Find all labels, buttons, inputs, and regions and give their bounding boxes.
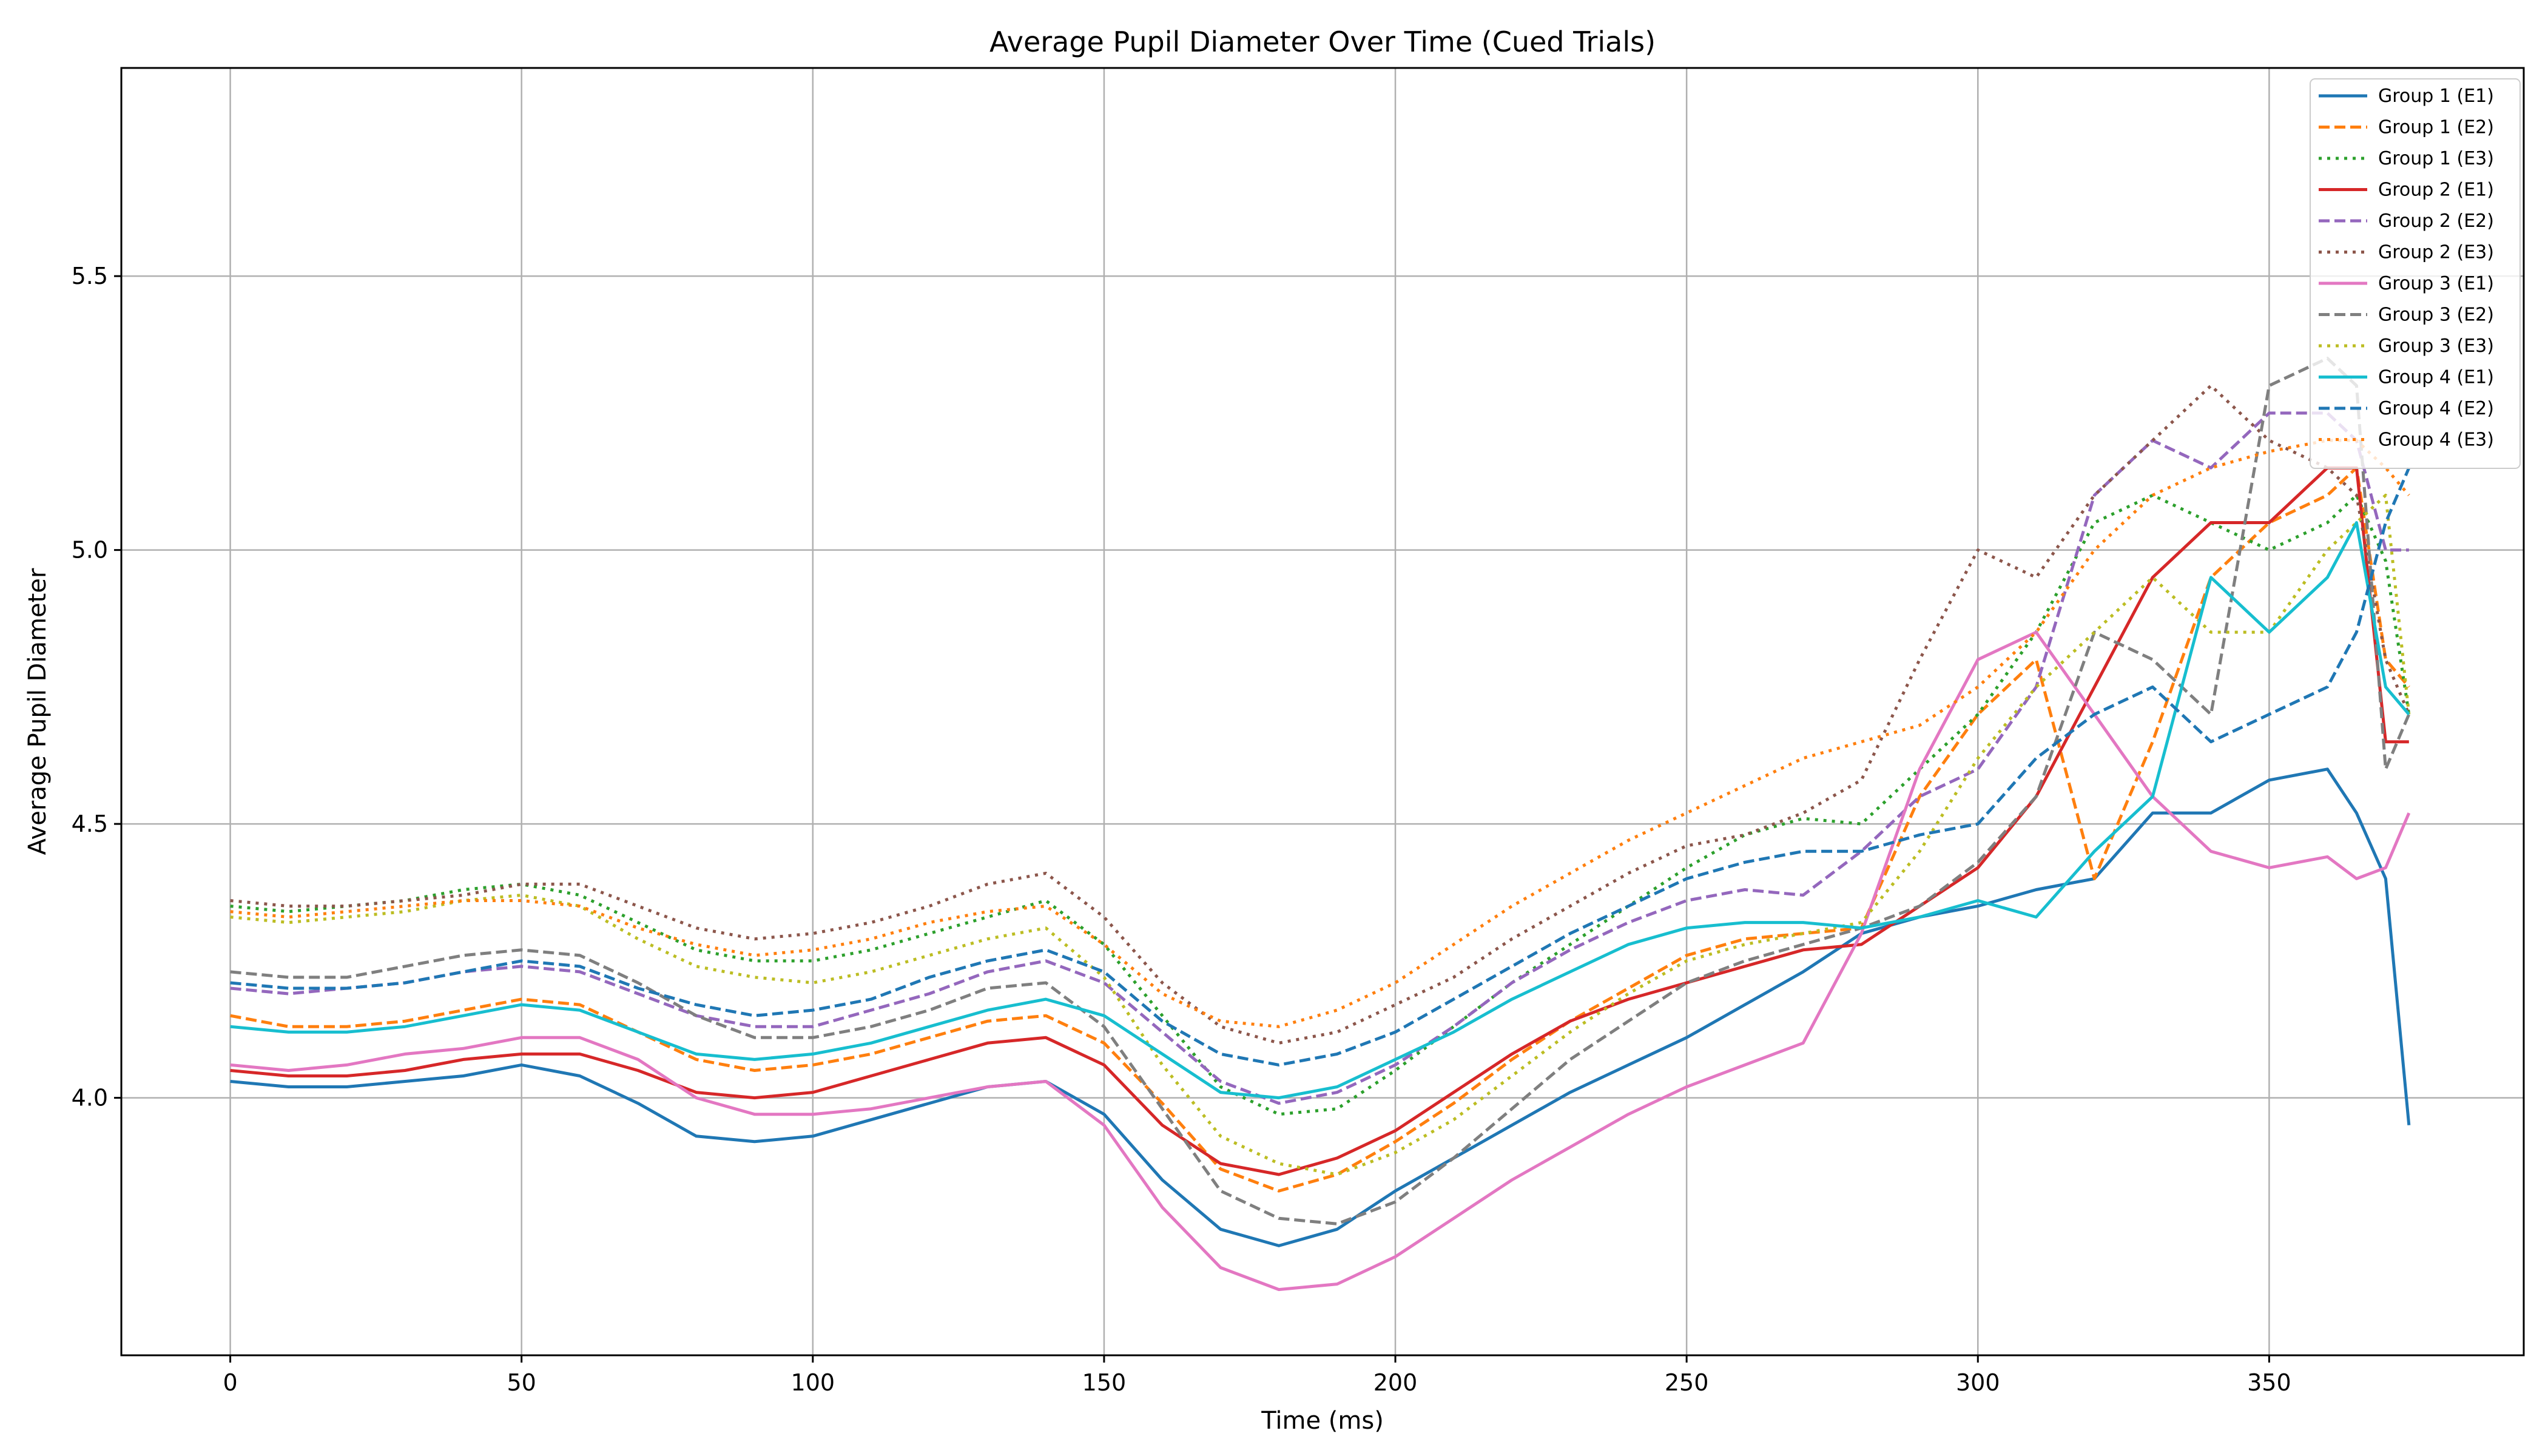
series-line-8: [230, 357, 2411, 1225]
series-line-4: [230, 466, 2409, 1176]
legend-box: [2310, 78, 2521, 469]
x-tick-label: 100: [791, 1369, 835, 1396]
y-tick-label: 5.5: [72, 263, 108, 289]
chart-title: Average Pupil Diameter Over Time (Cued T…: [989, 25, 1656, 58]
series-line-9: [230, 493, 2411, 1176]
y-axis-label: Average Pupil Diameter: [24, 568, 52, 855]
legend-entry: Group 4 (E3): [2378, 430, 2494, 451]
legend-entry: Group 3 (E3): [2378, 335, 2494, 357]
x-axis-ticks: 0 50 100 150 200 250 300 350: [223, 1355, 2291, 1396]
series-line-1: [230, 767, 2411, 1247]
y-tick-label: 4.0: [72, 1085, 108, 1111]
x-tick-label: 350: [2247, 1369, 2291, 1396]
plot-frame: [120, 67, 2525, 1357]
legend-entry: Group 2 (E1): [2378, 180, 2494, 201]
x-tick-label: 200: [1373, 1369, 1418, 1396]
legend: Group 1 (E1) Group 1 (E2) Group 1 (E3) Grou…: [2310, 78, 2521, 469]
series-line-6: [230, 384, 2411, 1045]
legend-entry: Group 1 (E2): [2378, 117, 2494, 138]
legend-entry: Group 2 (E3): [2378, 242, 2494, 263]
series-line-3: [230, 493, 2411, 1116]
legend-entry: Group 1 (E1): [2378, 86, 2494, 107]
series-line-7: [230, 630, 2411, 1292]
x-tick-label: 150: [1082, 1369, 1127, 1396]
series-line-12: [230, 439, 2410, 1028]
legend-entry: Group 4 (E1): [2378, 367, 2494, 388]
x-tick-label: 300: [1956, 1369, 2000, 1396]
x-axis-label: Time (ms): [1261, 1407, 1384, 1435]
series-layer: [230, 357, 2411, 1292]
legend-entry: Group 1 (E3): [2378, 148, 2494, 169]
x-tick-label: 50: [507, 1369, 536, 1396]
legend-entry: Group 4 (E2): [2378, 398, 2494, 419]
y-tick-label: 5.0: [72, 537, 108, 564]
series-line-2: [230, 466, 2410, 1193]
legend-entry: Group 3 (E2): [2378, 305, 2494, 326]
y-tick-label: 4.5: [72, 811, 108, 837]
x-tick-label: 250: [1665, 1369, 1709, 1396]
series-line-11: [230, 467, 2411, 1067]
y-axis-ticks: 4.0 4.5 5.0 5.5: [72, 263, 121, 1111]
legend-entry: Group 3 (E1): [2378, 273, 2494, 294]
series-line-10: [230, 521, 2410, 1100]
legend-entry: Group 2 (E2): [2378, 211, 2494, 232]
x-tick-label: 0: [223, 1369, 237, 1396]
